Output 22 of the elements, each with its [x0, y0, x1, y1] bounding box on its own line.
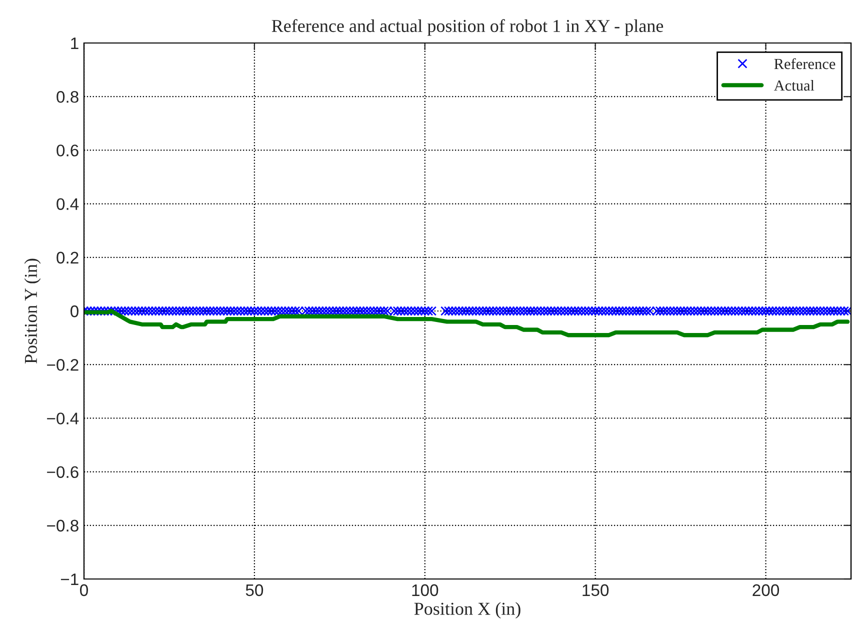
- y-tick-label: 0.8: [56, 91, 78, 103]
- y-tick-label: 1: [71, 38, 78, 50]
- y-tick-label: −0.6: [47, 466, 78, 478]
- y-tick-label: 0: [70, 305, 78, 318]
- y-tick-label: −0.2: [47, 359, 78, 371]
- y-tick-label: −0.4: [47, 412, 79, 424]
- x-tick-label: 50: [246, 584, 264, 596]
- legend-label: Reference: [774, 58, 836, 70]
- y-tick-label: 0.6: [56, 144, 78, 156]
- x-axis-title: Position X (in): [414, 602, 520, 619]
- x-tick-label: 150: [582, 584, 609, 596]
- x-tick-label: 200: [752, 584, 780, 596]
- y-axis-title: Position Y (in): [24, 258, 41, 364]
- chart-title: Reference and actual position of robot 1 in XY - plane: [272, 19, 664, 36]
- y-tick-label: −0.8: [47, 520, 78, 532]
- y-tick-label: −1: [60, 574, 78, 586]
- legend-label: Actual: [774, 80, 814, 91]
- y-tick-label: 0.4: [56, 198, 79, 210]
- x-tick-label: 100: [412, 584, 438, 596]
- line-series: [84, 308, 850, 338]
- y-tick-label: 0.2: [56, 252, 78, 264]
- x-tick-label: 0: [80, 584, 88, 596]
